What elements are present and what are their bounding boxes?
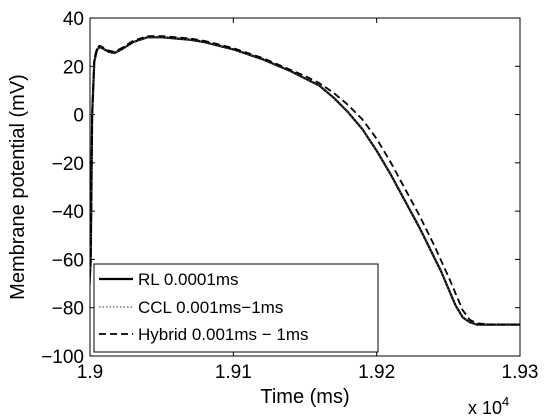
y-tick-label: −40	[52, 202, 84, 223]
x-tick-label: 1.93	[502, 362, 539, 383]
x-axis-multiplier: x 104	[468, 394, 509, 418]
x-axis-multiplier-base: x 10	[468, 398, 502, 418]
legend-label: CCL 0.001ms−1ms	[138, 298, 283, 317]
x-tick-label: 1.91	[215, 362, 252, 383]
x-axis-multiplier-exponent: 4	[502, 394, 509, 409]
x-tick-label: 1.92	[358, 362, 395, 383]
legend: RL 0.0001ms CCL 0.001ms−1ms Hybrid 0.001ms…	[94, 264, 378, 352]
y-tick-label: −80	[52, 299, 84, 320]
y-tick-label: 0	[73, 106, 84, 127]
y-tick-label: −20	[52, 154, 84, 175]
y-axis-label: Membrane potential (mV)	[7, 74, 29, 300]
legend-label: Hybrid 0.001ms − 1ms	[138, 325, 309, 344]
y-tick-label: −60	[52, 250, 84, 271]
y-tick-label: −100	[41, 347, 84, 368]
legend-label: RL 0.0001ms	[138, 270, 238, 289]
y-tick-label: 20	[63, 57, 84, 78]
y-tick-label: 40	[63, 9, 84, 30]
x-axis-label: Time (ms)	[260, 386, 349, 408]
